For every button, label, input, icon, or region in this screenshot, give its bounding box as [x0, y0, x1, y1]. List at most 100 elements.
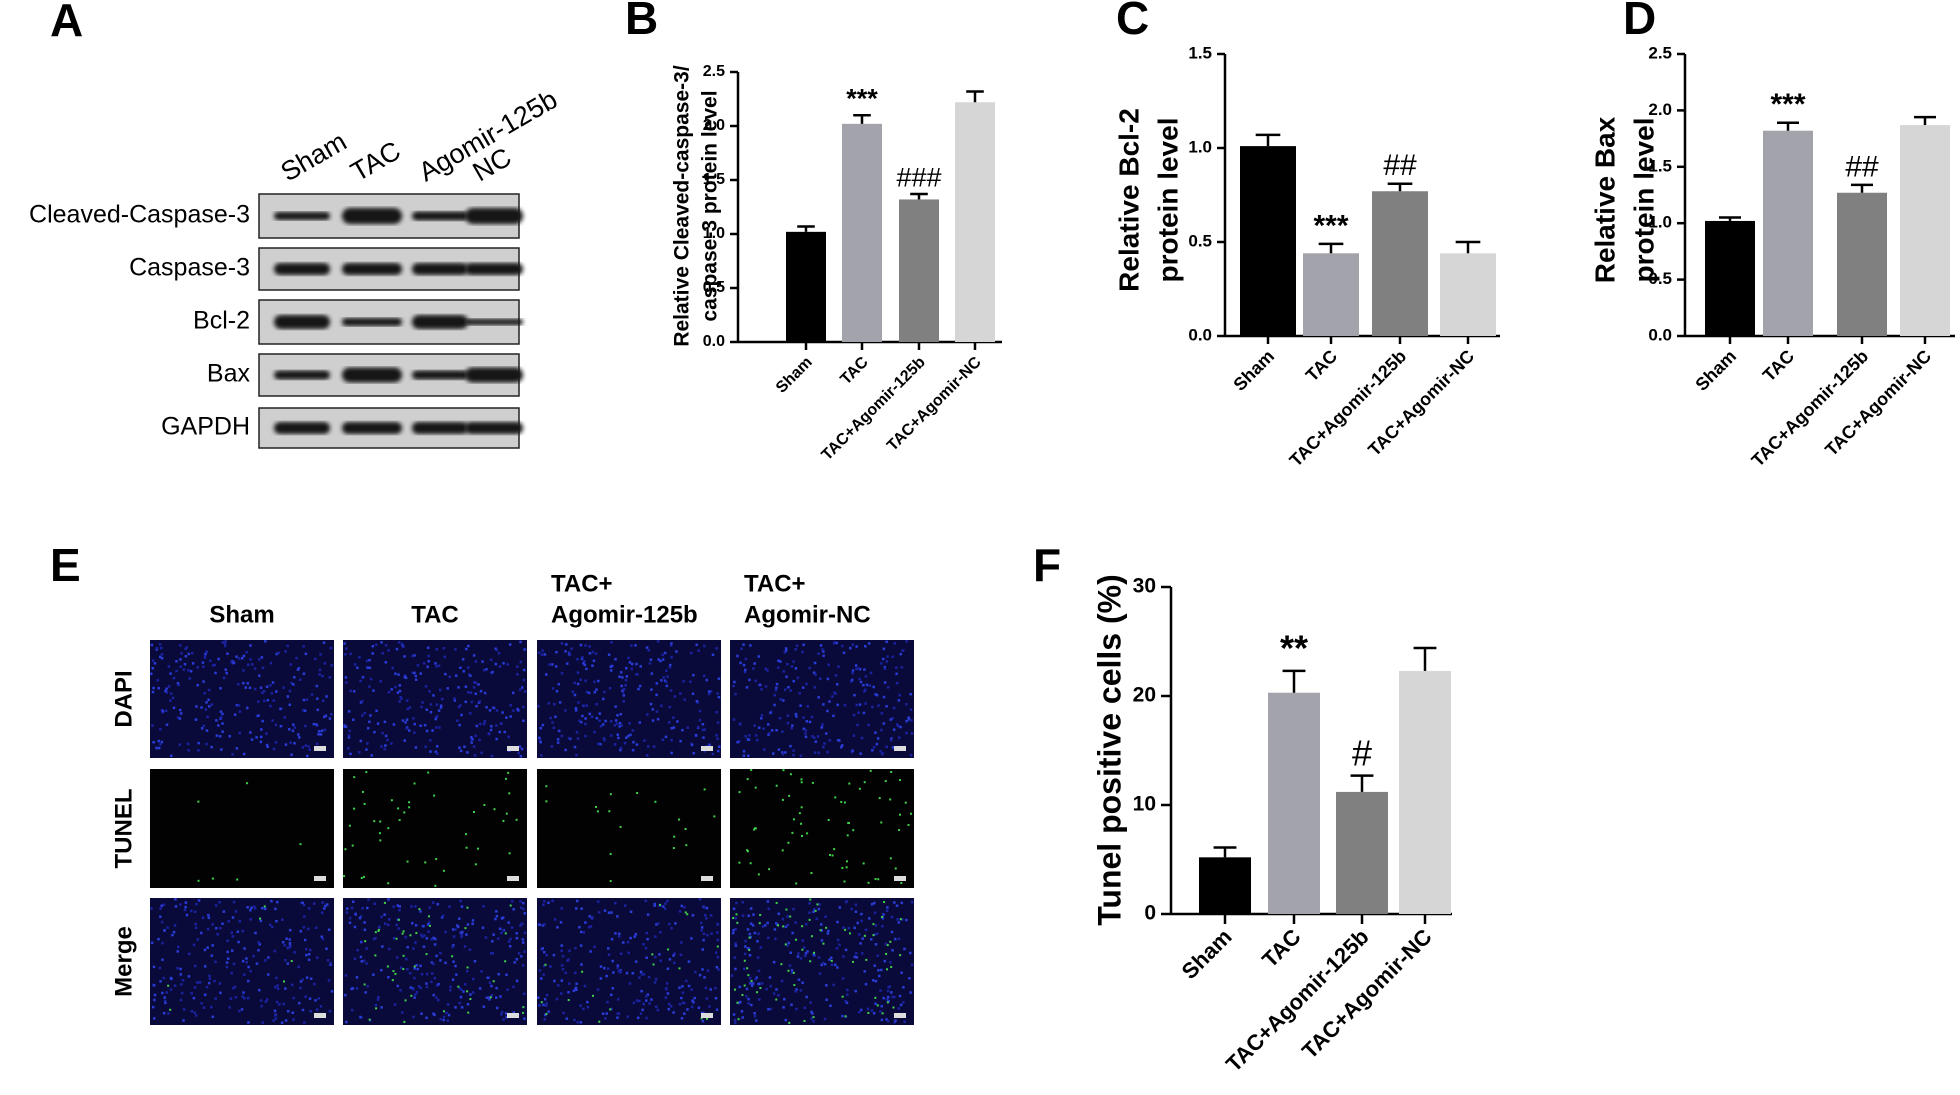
nucleus-dot — [494, 647, 497, 650]
nucleus-dot — [893, 1021, 896, 1024]
nucleus-dot — [560, 671, 564, 675]
nucleus-dot — [709, 690, 713, 693]
nucleus-dot — [557, 682, 561, 686]
nucleus-dot — [549, 965, 552, 968]
nucleus-dot — [343, 642, 346, 645]
nucleus-dot — [880, 1018, 884, 1022]
nucleus-dot — [454, 964, 457, 968]
nucleus-dot — [647, 648, 650, 652]
tunel-dot — [508, 852, 511, 855]
nucleus-dot — [668, 922, 671, 926]
tunel-dot — [869, 769, 872, 772]
nucleus-dot — [348, 916, 352, 920]
nucleus-dot — [505, 1015, 508, 1019]
nucleus-dot — [172, 706, 176, 710]
row-label: GAPDH — [161, 413, 250, 441]
nucleus-dot — [842, 926, 845, 929]
tunel-dot — [899, 813, 902, 816]
nucleus-dot — [500, 931, 503, 935]
nucleus-dot — [271, 925, 274, 929]
nucleus-dot — [182, 1019, 185, 1022]
nucleus-dot — [826, 677, 830, 681]
tunel-dot — [909, 812, 912, 815]
nucleus-dot — [816, 735, 820, 738]
nucleus-dot — [895, 681, 899, 685]
nucleus-dot — [739, 1000, 742, 1004]
nucleus-dot — [400, 642, 404, 646]
tunel-dot — [397, 918, 400, 921]
nucleus-dot — [347, 734, 351, 737]
nucleus-dot — [872, 685, 875, 689]
nucleus-dot — [610, 937, 614, 941]
nucleus-dot — [537, 996, 540, 999]
nucleus-dot — [485, 996, 489, 999]
nucleus-dot — [251, 663, 254, 666]
nucleus-dot — [522, 668, 526, 672]
tunel-dot — [874, 878, 877, 881]
nucleus-dot — [631, 971, 635, 975]
nucleus-dot — [398, 684, 402, 687]
nucleus-dot — [595, 688, 598, 691]
nucleus-dot — [543, 1013, 547, 1017]
nucleus-dot — [471, 737, 474, 741]
nucleus-dot — [466, 923, 470, 926]
nucleus-dot — [246, 996, 250, 1000]
nucleus-dot — [434, 715, 438, 719]
nucleus-dot — [234, 996, 238, 999]
nucleus-dot — [171, 933, 174, 937]
tunel-dot — [858, 787, 861, 790]
nucleus-dot — [301, 746, 305, 749]
nucleus-dot — [827, 663, 830, 666]
nucleus-dot — [809, 1001, 812, 1004]
nucleus-dot — [748, 734, 751, 737]
nucleus-dot — [398, 700, 401, 703]
nucleus-dot — [190, 992, 193, 995]
nucleus-dot — [702, 674, 706, 678]
nucleus-dot — [495, 1006, 499, 1010]
tunel-dot — [377, 929, 380, 932]
tunel-dot — [780, 963, 783, 966]
nucleus-dot — [691, 692, 695, 696]
nucleus-dot — [617, 932, 621, 936]
nucleus-dot — [621, 689, 624, 692]
nucleus-dot — [883, 665, 886, 669]
nucleus-dot — [544, 1004, 548, 1007]
nucleus-dot — [608, 686, 612, 690]
nucleus-dot — [205, 650, 208, 654]
nucleus-dot — [560, 992, 563, 995]
nucleus-dot — [850, 750, 854, 754]
nucleus-dot — [656, 640, 660, 643]
nucleus-dot — [761, 925, 765, 928]
nucleus-dot — [616, 915, 619, 918]
x-tick-label: TAC — [837, 353, 872, 388]
nucleus-dot — [431, 901, 435, 904]
nucleus-dot — [478, 700, 482, 703]
tunel-dot — [373, 820, 376, 823]
nucleus-dot — [473, 681, 476, 684]
nucleus-dot — [667, 1002, 671, 1006]
nucleus-dot — [892, 728, 896, 731]
nucleus-dot — [744, 657, 748, 661]
blot-band — [412, 263, 468, 275]
nucleus-dot — [623, 904, 627, 907]
nucleus-dot — [253, 907, 257, 910]
nucleus-dot — [159, 646, 163, 650]
nucleus-dot — [196, 683, 199, 687]
nucleus-dot — [543, 997, 547, 1001]
nucleus-dot — [763, 924, 767, 927]
nucleus-dot — [799, 704, 802, 707]
column-label: Agomir-NC — [744, 601, 871, 628]
nucleus-dot — [515, 931, 519, 935]
nucleus-dot — [179, 644, 182, 647]
nucleus-dot — [646, 937, 649, 941]
blot-band — [465, 319, 523, 325]
nucleus-dot — [498, 927, 502, 930]
nucleus-dot — [167, 665, 171, 668]
nucleus-dot — [219, 687, 222, 690]
tunel-dot — [834, 796, 837, 799]
nucleus-dot — [851, 671, 854, 675]
nucleus-dot — [754, 734, 758, 737]
nucleus-dot — [561, 954, 565, 958]
nucleus-dot — [276, 900, 279, 904]
tunel-dot — [684, 911, 687, 914]
